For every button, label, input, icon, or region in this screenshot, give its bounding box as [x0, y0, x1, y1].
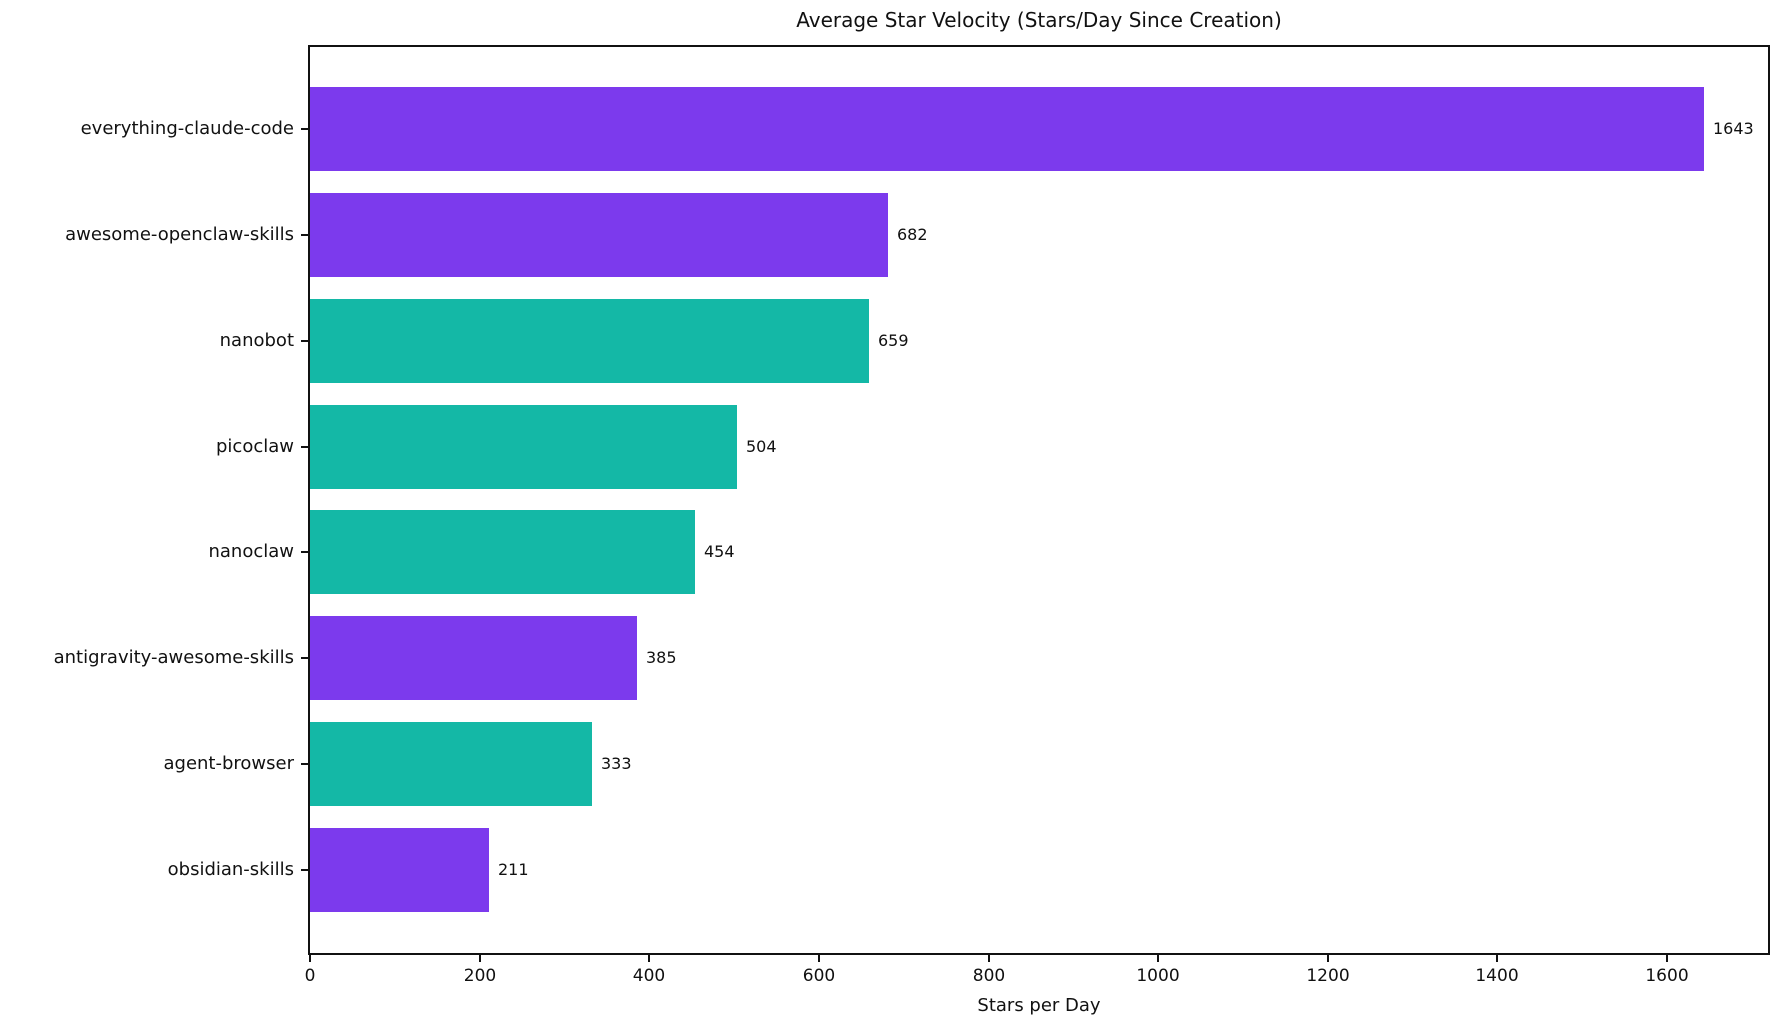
y-tick-label-awesome-openclaw-skills: awesome-openclaw-skills [65, 224, 294, 245]
x-tick-mark [988, 955, 990, 962]
y-tick-mark [301, 869, 308, 871]
bar-agent-browser [310, 722, 592, 806]
x-tick-label-0: 0 [304, 966, 316, 986]
x-tick-mark [309, 955, 311, 962]
plot-area: 1643 682 659 504 454 385 333 211 [308, 45, 1770, 955]
x-tick-mark [1496, 955, 1498, 962]
x-tick-label-1400: 1400 [1475, 966, 1519, 986]
value-label-antigravity-awesome-skills: 385 [646, 648, 677, 667]
x-tick-mark [1666, 955, 1668, 962]
bar-everything-claude-code [310, 87, 1704, 171]
y-tick-mark [301, 446, 308, 448]
x-tick-label-1200: 1200 [1306, 966, 1350, 986]
y-tick-mark [301, 234, 308, 236]
x-tick-label-600: 600 [802, 966, 836, 986]
y-tick-mark [301, 763, 308, 765]
bar-nanoclaw [310, 510, 695, 594]
bar-awesome-openclaw-skills [310, 193, 888, 277]
y-tick-mark [301, 551, 308, 553]
x-tick-label-1000: 1000 [1136, 966, 1180, 986]
y-tick-label-picoclaw: picoclaw [216, 436, 294, 457]
y-tick-label-nanobot: nanobot [219, 330, 294, 351]
x-tick-label-1600: 1600 [1645, 966, 1689, 986]
y-tick-mark [301, 340, 308, 342]
y-tick-label-everything-claude-code: everything-claude-code [80, 118, 294, 139]
value-label-everything-claude-code: 1643 [1713, 119, 1754, 138]
y-tick-label-agent-browser: agent-browser [163, 753, 294, 774]
y-tick-label-antigravity-awesome-skills: antigravity-awesome-skills [53, 647, 294, 668]
value-label-picoclaw: 504 [746, 437, 777, 456]
x-tick-mark [648, 955, 650, 962]
x-tick-mark [479, 955, 481, 962]
x-tick-label-200: 200 [463, 966, 497, 986]
y-tick-label-nanoclaw: nanoclaw [208, 541, 294, 562]
bar-obsidian-skills [310, 828, 489, 912]
x-tick-mark [1157, 955, 1159, 962]
x-tick-label-800: 800 [972, 966, 1006, 986]
y-tick-mark [301, 128, 308, 130]
value-label-nanoclaw: 454 [704, 542, 735, 561]
bar-antigravity-awesome-skills [310, 616, 637, 700]
x-tick-label-400: 400 [632, 966, 666, 986]
y-tick-label-obsidian-skills: obsidian-skills [167, 859, 294, 880]
x-tick-mark [818, 955, 820, 962]
bar-picoclaw [310, 405, 737, 489]
chart-title: Average Star Velocity (Stars/Day Since C… [796, 8, 1282, 32]
value-label-agent-browser: 333 [601, 754, 632, 773]
x-axis-label: Stars per Day [977, 995, 1101, 1016]
x-tick-mark [1327, 955, 1329, 962]
y-tick-mark [301, 657, 308, 659]
value-label-nanobot: 659 [878, 331, 909, 350]
bar-nanobot [310, 299, 869, 383]
value-label-obsidian-skills: 211 [498, 860, 529, 879]
value-label-awesome-openclaw-skills: 682 [897, 225, 928, 244]
